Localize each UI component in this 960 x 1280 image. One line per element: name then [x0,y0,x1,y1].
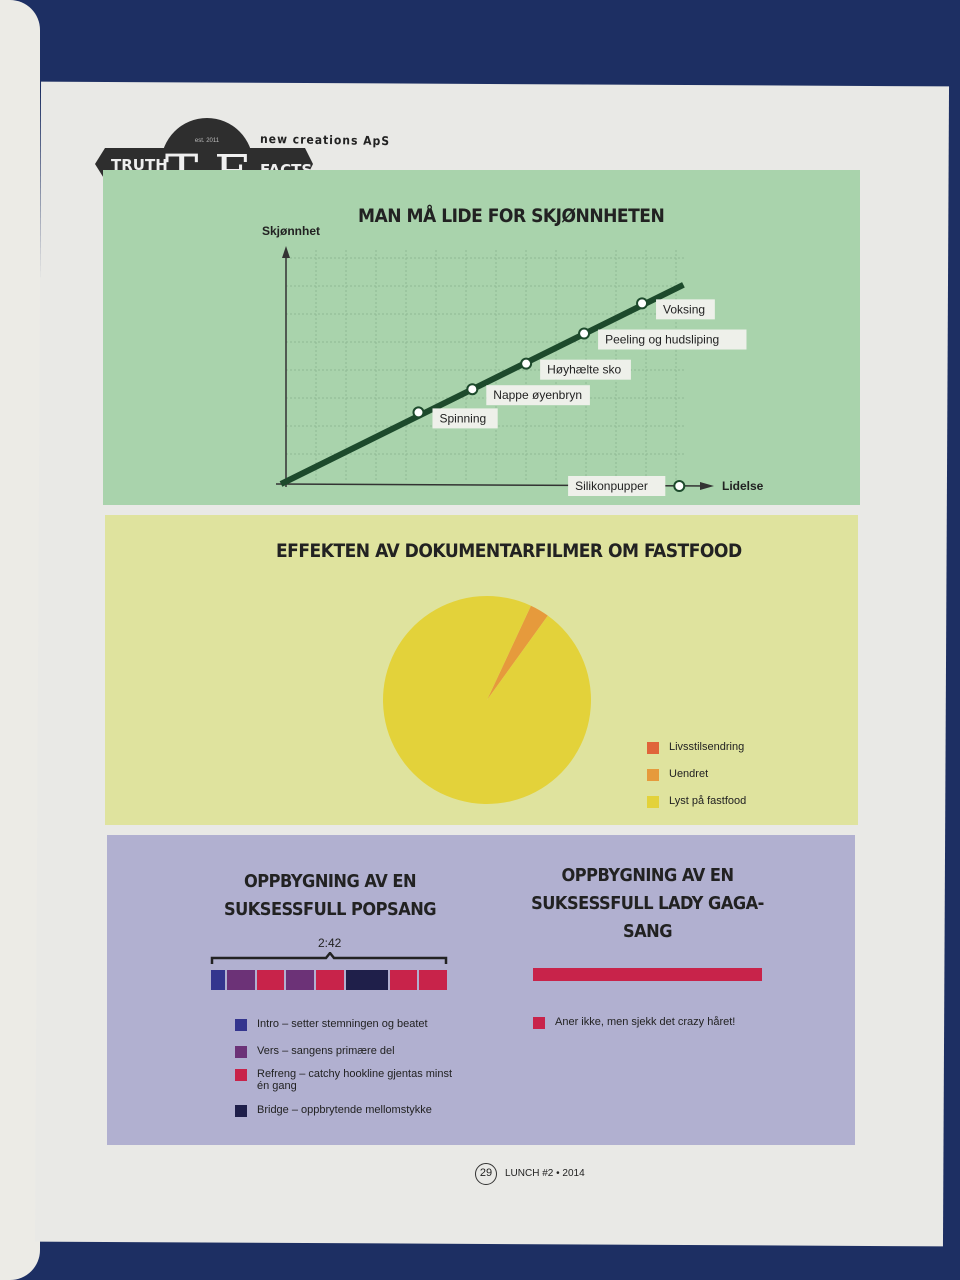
legend-swatch [533,1017,545,1029]
line-chart: Skjønnhet Lidelse Spinning Nappe øyenbryn Hø… [262,224,764,496]
song-segment-bridge [345,970,388,990]
data-point [673,480,686,492]
brand-est: est. 2011 [195,138,220,144]
data-point [412,406,425,419]
data-point [636,297,649,310]
data-point [466,383,479,396]
legend-label: Vers – sangens primære del [257,1045,395,1057]
issue-label: LUNCH #2 • 2014 [505,1168,585,1179]
pie-legend-item: Livsstilsendring [647,741,744,754]
pop-legend-item: Refreng – catchy hookline gjentas minst … [235,1068,455,1092]
legend-swatch [235,1105,247,1117]
legend-swatch [235,1019,247,1031]
data-point [578,327,591,340]
brand-left: TRUTH [111,156,168,174]
legend-label: Aner ikke, men sjekk det crazy håret! [555,1016,736,1028]
gaga-legend-item: Aner ikke, men sjekk det crazy håret! [533,1016,735,1029]
pie-slice [487,605,548,700]
x-axis-label: Lidelse [722,479,764,493]
left-page-edge [0,0,40,1280]
pop-legend-item: Intro – setter stemningen og beatet [235,1018,455,1031]
song-structure-panel [107,835,855,1145]
point-label-box [598,329,747,350]
song-segment-refreng [256,970,285,990]
pie-chart-title: EFFEKTEN AV DOKUMENTARFILMER OM FASTFOOD [276,540,742,562]
pop-legend-item: Bridge – oppbrytende mellomstykke [235,1104,455,1117]
trend-line [279,282,685,487]
page-number: 29 [475,1163,497,1185]
point-label-box [486,385,590,406]
point-label: Spinning [439,411,486,425]
song-segment-vers [226,970,255,990]
song-segment-refreng [419,970,447,990]
legend-swatch [235,1046,247,1058]
legend-label: Lyst på fastfood [669,795,747,807]
legend-swatch [235,1069,247,1081]
pie-slice [383,596,591,804]
gaga-song-title: OPPBYGNING AV EN SUKSESSFULL LADY GAGA-S… [531,865,764,942]
point-label-box [540,359,631,380]
point-label-box [656,299,715,320]
x-axis-arrow [700,482,714,490]
song-segment-vers [286,970,315,990]
y-axis-label: Skjønnhet [262,224,320,238]
line-chart-title: MAN MÅ LIDE FOR SKJØNNHETEN [358,205,665,227]
song-segment-refreng [389,970,418,990]
gaga-bar-segment [533,968,762,981]
legend-label: Intro – setter stemningen og beatet [257,1018,428,1030]
song-segment-intro [211,970,225,990]
legend-swatch [647,796,659,808]
pie-chart [383,596,591,804]
legend-swatch [647,769,659,781]
legend-label: Refreng – catchy hookline gjentas minst … [257,1068,453,1092]
data-point [520,357,533,370]
y-axis-arrow [282,246,290,258]
pop-legend-item: Vers – sangens primære del [235,1045,455,1058]
legend-label: Bridge – oppbrytende mellomstykke [257,1104,432,1116]
legend-label: Livsstilsendring [669,741,745,753]
point-label: Peeling og hudsliping [605,333,719,347]
legend-swatch [647,742,659,754]
pie-legend-item: Lyst på fastfood [647,795,746,808]
point-label: Voksing [663,302,705,316]
point-label-box [432,408,498,429]
duration-brace [210,952,448,964]
duration-label: 2:42 [318,936,342,950]
point-label-box [568,476,666,496]
song-segment-refreng [316,970,344,990]
point-label: Nappe øyenbryn [493,388,582,402]
pie-legend-item: Uendret [647,768,708,781]
pop-song-title: OPPBYGNING AV EN SUKSESSFULL POPSANG [223,871,437,920]
point-label: Silikonpupper [575,479,648,493]
legend-label: Uendret [669,768,709,780]
point-label: Høyhælte sko [547,363,621,377]
